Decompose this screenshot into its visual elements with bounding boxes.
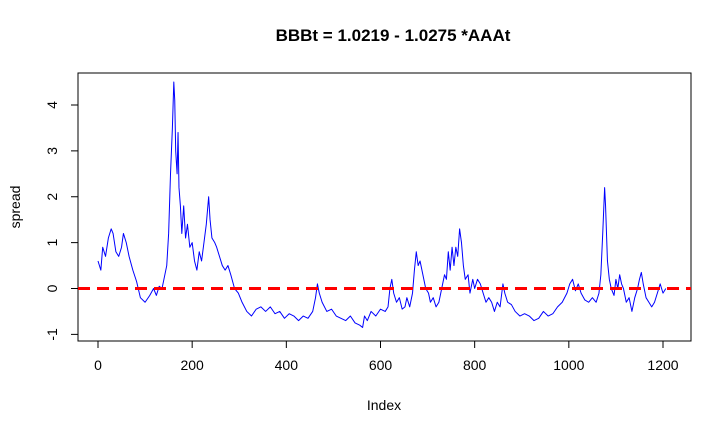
x-tick-label: 800 [463, 357, 487, 373]
y-tick-label: 4 [44, 101, 60, 109]
y-tick-label: 2 [44, 193, 60, 201]
x-tick-label: 1200 [647, 357, 678, 373]
x-axis-label: Index [367, 397, 401, 413]
chart-title: BBBt = 1.0219 - 1.0275 *AAAt [276, 26, 511, 45]
y-tick-label: 0 [44, 284, 60, 292]
series-layer [78, 81, 691, 328]
y-axis-label: spread [7, 186, 23, 229]
y-tick-label: 1 [44, 239, 60, 247]
x-axis: 0 200 400 600 800 1000 1200 [94, 340, 679, 373]
x-tick-label: 200 [180, 357, 204, 373]
x-tick-label: 0 [94, 357, 102, 373]
x-tick-label: 600 [369, 357, 393, 373]
x-tick-label: 1000 [553, 357, 584, 373]
y-tick-label: 3 [44, 147, 60, 155]
spread-series-line [97, 81, 667, 328]
y-axis: -1 0 1 2 3 4 [44, 101, 79, 341]
x-tick-label: 400 [275, 357, 299, 373]
y-tick-label: -1 [44, 328, 60, 341]
